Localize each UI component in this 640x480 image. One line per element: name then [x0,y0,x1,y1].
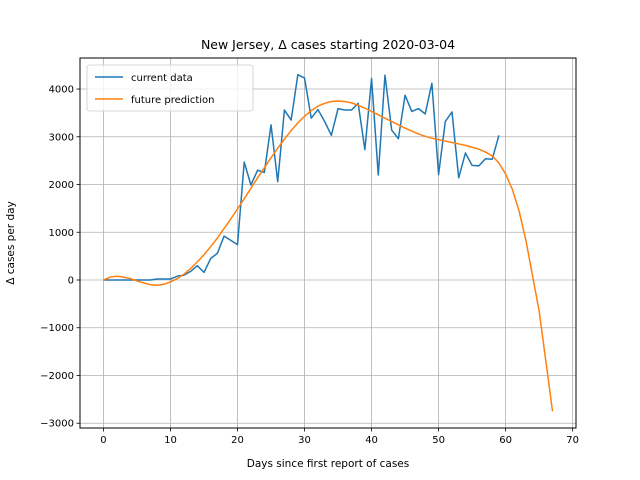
y-tick-label: 0 [68,276,74,287]
ticks: 0 10 20 30 40 50 60 70 −3000 −2000 −1000 0 1000 2000 3… [40,85,579,446]
chart-title: New Jersey, Δ cases starting 2020-03-04 [201,37,455,52]
y-axis-label: Δ cases per day [5,201,17,285]
y-tick-label: 4000 [49,85,74,96]
y-tick-label: 3000 [49,132,74,143]
x-tick-label: 50 [432,435,445,446]
x-tick-label: 40 [365,435,378,446]
x-tick-label: 30 [298,435,311,446]
x-tick-label: 60 [499,435,512,446]
y-tick-label: 2000 [49,180,74,191]
x-tick-label: 20 [231,435,244,446]
series-layer [103,73,554,412]
x-axis-label: Days since first report of cases [247,458,409,470]
x-tick-label: 0 [100,435,106,446]
series-line-1 [103,100,554,412]
legend-label: current data [131,73,193,84]
series-line-0 [103,73,500,281]
y-tick-label: 1000 [49,228,74,239]
legend-label: future prediction [131,95,215,106]
x-tick-label: 10 [164,435,177,446]
y-tick-label: −1000 [40,323,74,334]
x-tick-label: 70 [566,435,579,446]
y-tick-label: −2000 [40,371,74,382]
legend: current data future prediction [86,64,254,112]
legend-box [86,64,254,112]
plot-frame [79,57,577,429]
grid [80,58,576,428]
y-tick-label: −3000 [40,419,74,430]
